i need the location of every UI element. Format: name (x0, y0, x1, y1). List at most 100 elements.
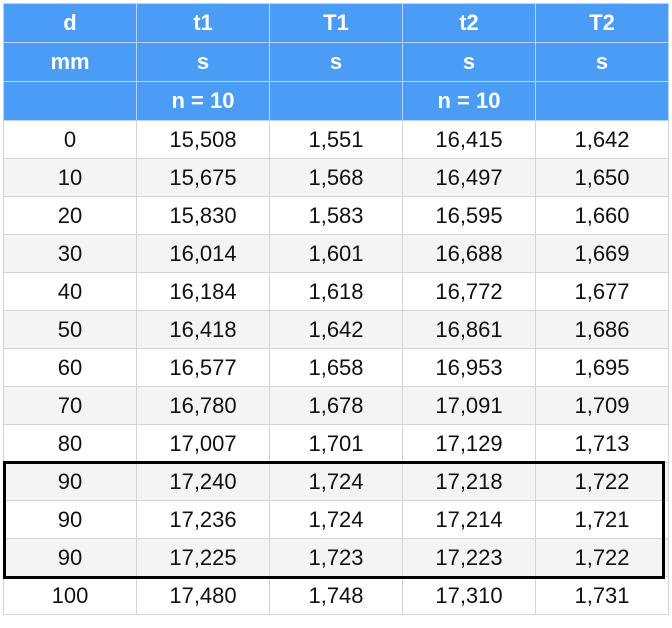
table-cell: 1,583 (269, 196, 403, 235)
table-cell: 16,184 (136, 272, 270, 311)
table-cell: 1,642 (535, 120, 669, 159)
table-row: 100 17,480 1,748 17,310 1,731 (3, 576, 669, 615)
header-row-symbols: d t1 T1 t2 T2 (3, 3, 669, 43)
table-cell: 1,723 (269, 538, 403, 577)
table-cell: 16,577 (136, 348, 270, 387)
table-cell: 1,686 (535, 310, 669, 349)
table-cell: 80 (3, 424, 137, 463)
table-cell: 1,642 (269, 310, 403, 349)
table-cell: 60 (3, 348, 137, 387)
table-cell: 90 (3, 538, 137, 577)
table-cell: 40 (3, 272, 137, 311)
header-cell: n = 10 (136, 81, 270, 121)
table-cell: 1,731 (535, 576, 669, 615)
table-cell: 15,830 (136, 196, 270, 235)
table-cell: 17,240 (136, 462, 270, 501)
table-cell: 1,724 (269, 500, 403, 539)
table-cell: 15,675 (136, 158, 270, 197)
table-cell: 90 (3, 462, 137, 501)
table-cell: 1,677 (535, 272, 669, 311)
table-header: d t1 T1 t2 T2 mm s s s s n = 10 n = 10 (3, 3, 669, 121)
table-cell: 16,953 (402, 348, 536, 387)
table-row: 0 15,508 1,551 16,415 1,642 (3, 120, 669, 159)
header-cell (535, 81, 669, 121)
table-cell: 16,688 (402, 234, 536, 273)
table-cell: 16,497 (402, 158, 536, 197)
table-cell: 16,418 (136, 310, 270, 349)
table-row: 40 16,184 1,618 16,772 1,677 (3, 272, 669, 311)
header-cell: s (269, 42, 403, 82)
table-cell: 15,508 (136, 120, 270, 159)
table-cell: 20 (3, 196, 137, 235)
table-cell: 1,568 (269, 158, 403, 197)
table-row: 90 17,225 1,723 17,223 1,722 (3, 538, 669, 577)
header-cell: s (535, 42, 669, 82)
table-cell: 1,709 (535, 386, 669, 425)
table-cell: 1,650 (535, 158, 669, 197)
table-cell: 17,091 (402, 386, 536, 425)
table-cell: 17,218 (402, 462, 536, 501)
table-row: 80 17,007 1,701 17,129 1,713 (3, 424, 669, 463)
header-cell (269, 81, 403, 121)
table-cell: 90 (3, 500, 137, 539)
header-cell: d (3, 3, 137, 43)
table-cell: 100 (3, 576, 137, 615)
header-row-counts: n = 10 n = 10 (3, 81, 669, 121)
header-row-units: mm s s s s (3, 42, 669, 82)
table-row: 60 16,577 1,658 16,953 1,695 (3, 348, 669, 387)
table-cell: 16,014 (136, 234, 270, 273)
table-cell: 50 (3, 310, 137, 349)
table-cell: 16,780 (136, 386, 270, 425)
header-cell: t1 (136, 3, 270, 43)
table-cell: 1,748 (269, 576, 403, 615)
table-row: 10 15,675 1,568 16,497 1,650 (3, 158, 669, 197)
table-cell: 70 (3, 386, 137, 425)
header-cell: s (136, 42, 270, 82)
table-cell: 1,722 (535, 538, 669, 577)
table-cell: 1,601 (269, 234, 403, 273)
table-body: 0 15,508 1,551 16,415 1,642 10 15,675 1,568 16,4… (3, 120, 669, 615)
table-cell: 1,721 (535, 500, 669, 539)
table-cell: 1,678 (269, 386, 403, 425)
table-cell: 1,713 (535, 424, 669, 463)
table-cell: 1,551 (269, 120, 403, 159)
table-cell: 1,722 (535, 462, 669, 501)
data-table: d t1 T1 t2 T2 mm s s s s n = 10 n = 10 0… (3, 3, 669, 615)
table-cell: 16,861 (402, 310, 536, 349)
table-cell: 16,595 (402, 196, 536, 235)
table-cell: 17,225 (136, 538, 270, 577)
table-cell: 16,772 (402, 272, 536, 311)
table-cell: 17,310 (402, 576, 536, 615)
table-cell: 0 (3, 120, 137, 159)
table-cell: 1,724 (269, 462, 403, 501)
header-cell: T1 (269, 3, 403, 43)
table-cell: 17,480 (136, 576, 270, 615)
table-cell: 1,618 (269, 272, 403, 311)
table-cell: 17,007 (136, 424, 270, 463)
table-cell: 16,415 (402, 120, 536, 159)
table-cell: 17,223 (402, 538, 536, 577)
table-row: 70 16,780 1,678 17,091 1,709 (3, 386, 669, 425)
header-cell: mm (3, 42, 137, 82)
table-cell: 1,660 (535, 196, 669, 235)
table-cell: 1,669 (535, 234, 669, 273)
header-cell (3, 81, 137, 121)
table-cell: 17,236 (136, 500, 270, 539)
table-row: 30 16,014 1,601 16,688 1,669 (3, 234, 669, 273)
table-cell: 17,129 (402, 424, 536, 463)
table-row: 90 17,236 1,724 17,214 1,721 (3, 500, 669, 539)
header-cell: s (402, 42, 536, 82)
header-cell: n = 10 (402, 81, 536, 121)
table-row: 20 15,830 1,583 16,595 1,660 (3, 196, 669, 235)
table-cell: 10 (3, 158, 137, 197)
data-table-container: d t1 T1 t2 T2 mm s s s s n = 10 n = 10 0… (3, 3, 669, 615)
table-row: 50 16,418 1,642 16,861 1,686 (3, 310, 669, 349)
table-cell: 1,658 (269, 348, 403, 387)
table-cell: 1,701 (269, 424, 403, 463)
header-cell: T2 (535, 3, 669, 43)
table-cell: 30 (3, 234, 137, 273)
table-cell: 1,695 (535, 348, 669, 387)
table-row: 90 17,240 1,724 17,218 1,722 (3, 462, 669, 501)
table-cell: 17,214 (402, 500, 536, 539)
header-cell: t2 (402, 3, 536, 43)
